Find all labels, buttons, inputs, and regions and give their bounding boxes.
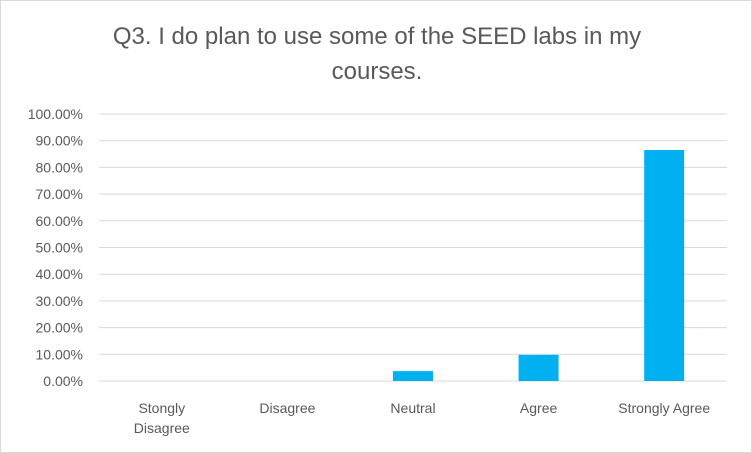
y-tick-label: 40.00%: [36, 266, 83, 282]
y-tick-label: 10.00%: [36, 346, 83, 362]
chart-title: Q3. I do plan to use some of the SEED la…: [112, 23, 642, 85]
x-tick-label: Strongly Agree: [618, 400, 710, 416]
gridlines: [99, 113, 727, 382]
x-tick-label: Neutral: [390, 400, 435, 416]
y-tick-label: 90.00%: [36, 133, 83, 149]
y-axis-tick-labels: 0.00% 10.00% 20.00% 30.00% 40.00% 50.00% 60.00…: [28, 106, 83, 389]
y-tick-label: 100.00%: [28, 106, 83, 122]
bar: [518, 354, 559, 381]
y-tick-label: 0.00%: [43, 373, 83, 389]
bar: [393, 371, 433, 381]
bars: [393, 150, 685, 381]
y-tick-label: 70.00%: [36, 186, 83, 202]
x-tick-label: Disagree: [259, 400, 315, 416]
y-tick-label: 50.00%: [36, 240, 83, 256]
y-tick-label: 80.00%: [36, 159, 83, 175]
y-tick-label: 20.00%: [36, 320, 83, 336]
bar: [644, 150, 685, 381]
x-axis-tick-labels: Stongly Disagree Disagree Neutral Agree Stron…: [134, 400, 711, 436]
x-tick-label: Stongly Disagree: [134, 400, 190, 436]
x-tick-label: Agree: [520, 400, 558, 416]
y-tick-label: 60.00%: [36, 213, 83, 229]
y-tick-label: 30.00%: [36, 293, 83, 309]
